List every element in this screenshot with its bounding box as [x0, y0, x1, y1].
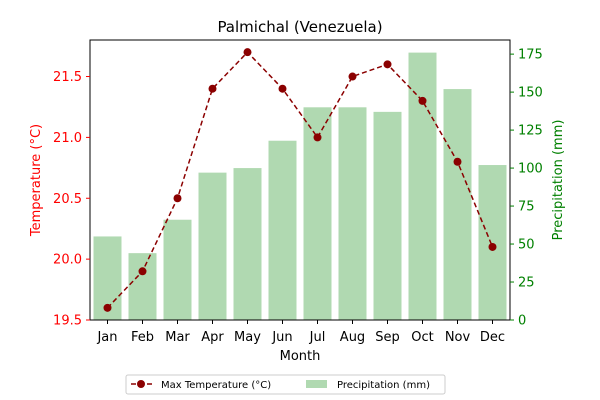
- x-tick-label: Dec: [480, 330, 505, 345]
- x-tick-label: Feb: [131, 330, 154, 345]
- temperature-point-dec: [488, 242, 497, 251]
- left-tick-label: 21.0: [53, 131, 82, 146]
- right-tick-label: 0: [518, 314, 526, 329]
- right-axis-label: Precipitation (mm): [551, 120, 566, 241]
- temperature-point-sep: [383, 60, 392, 69]
- temperature-point-jul: [313, 133, 322, 142]
- temperature-line: [106, 51, 494, 309]
- precipitation-bars: [93, 52, 507, 321]
- right-tick-label: 125: [518, 124, 543, 139]
- temperature-point-jun: [278, 84, 287, 93]
- x-tick-label: Nov: [445, 330, 471, 345]
- x-tick-label: Jul: [309, 330, 326, 345]
- temperature-point-feb: [138, 267, 147, 276]
- x-tick-label: Oct: [411, 330, 433, 345]
- temperature-point-mar: [173, 194, 182, 203]
- temperature-line-series: [103, 48, 497, 312]
- left-tick-label: 20.5: [53, 192, 82, 207]
- right-tick-label: 175: [518, 48, 543, 63]
- right-tick-label: 75: [518, 200, 535, 215]
- right-tick-label: 25: [518, 276, 535, 291]
- x-tick-label: May: [234, 330, 261, 345]
- legend-temperature-label: Max Temperature (°C): [161, 380, 271, 391]
- right-tick-label: 50: [518, 238, 535, 253]
- left-y-axis: 19.5 20.0 20.5 21.0 21.5: [53, 70, 90, 329]
- right-y-axis: 0 25 50 75 100 125 150 175: [510, 48, 543, 329]
- legend: Max Temperature (°C) Precipitation (mm): [125, 374, 446, 395]
- temperature-point-nov: [453, 157, 462, 166]
- x-tick-label: Sep: [375, 330, 400, 345]
- left-tick-label: 21.5: [53, 70, 82, 85]
- chart-title: Palmichal (Venezuela): [217, 18, 382, 36]
- x-axis-label: Month: [280, 349, 321, 364]
- right-tick-label: 150: [518, 86, 543, 101]
- precipitation-bar-may: [233, 168, 262, 320]
- precipitation-bar-apr: [198, 172, 227, 320]
- legend-precipitation-swatch-icon: [306, 380, 327, 388]
- temperature-point-may: [243, 48, 252, 57]
- left-tick-label: 19.5: [53, 314, 82, 329]
- plot-frame: [89, 39, 511, 321]
- x-tick-label: Aug: [340, 330, 365, 345]
- temperature-point-aug: [348, 72, 357, 81]
- precipitation-bar-dec: [478, 165, 507, 320]
- legend-frame: [125, 374, 446, 395]
- temperature-point-apr: [208, 84, 217, 93]
- legend-temperature-marker-icon: [137, 380, 145, 388]
- precipitation-bar-jul: [303, 107, 332, 320]
- temperature-point-jan: [103, 303, 112, 312]
- legend-precipitation-label: Precipitation (mm): [337, 380, 430, 391]
- left-axis-label: Temperature (°C): [29, 124, 44, 237]
- x-tick-label: Jun: [271, 330, 292, 345]
- x-axis: Jan Feb Mar Apr May Jun Jul Aug Sep Oct Nov Dec: [96, 320, 505, 345]
- x-tick-label: Apr: [201, 330, 224, 345]
- precipitation-bar-jun: [268, 140, 297, 320]
- precipitation-bar-nov: [443, 89, 472, 320]
- precipitation-bar-sep: [373, 111, 402, 320]
- precipitation-bar-feb: [128, 253, 157, 320]
- x-tick-label: Jan: [96, 330, 117, 345]
- left-tick-label: 20.0: [53, 253, 82, 268]
- right-tick-label: 100: [518, 162, 543, 177]
- precipitation-bar-mar: [163, 219, 192, 320]
- temperature-point-oct: [418, 96, 427, 105]
- x-tick-label: Mar: [165, 330, 190, 345]
- precipitation-bar-aug: [338, 107, 367, 320]
- precipitation-bar-oct: [408, 52, 437, 321]
